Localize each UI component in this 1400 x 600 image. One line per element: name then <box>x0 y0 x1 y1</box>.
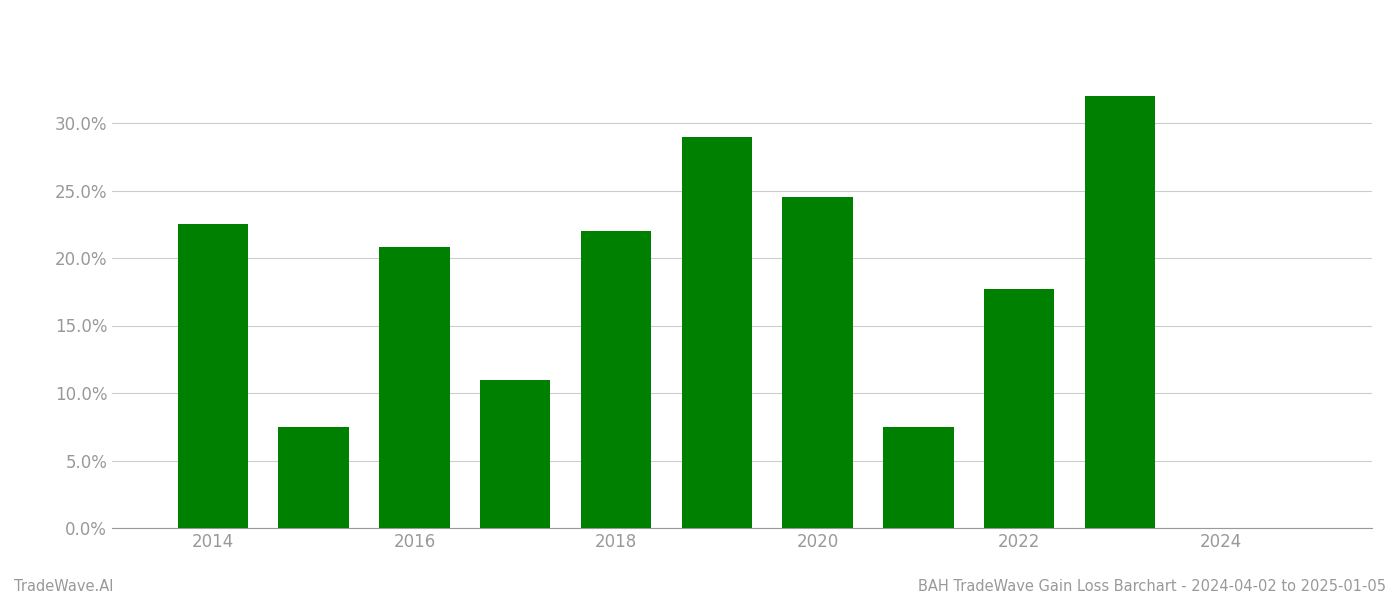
Bar <box>279 427 349 528</box>
Bar <box>1085 96 1155 528</box>
Bar <box>783 197 853 528</box>
Bar <box>883 427 953 528</box>
Bar <box>682 136 752 528</box>
Bar <box>984 289 1054 528</box>
Bar <box>480 379 550 528</box>
Text: BAH TradeWave Gain Loss Barchart - 2024-04-02 to 2025-01-05: BAH TradeWave Gain Loss Barchart - 2024-… <box>918 579 1386 594</box>
Text: TradeWave.AI: TradeWave.AI <box>14 579 113 594</box>
Bar <box>581 231 651 528</box>
Bar <box>178 224 248 528</box>
Bar <box>379 247 449 528</box>
